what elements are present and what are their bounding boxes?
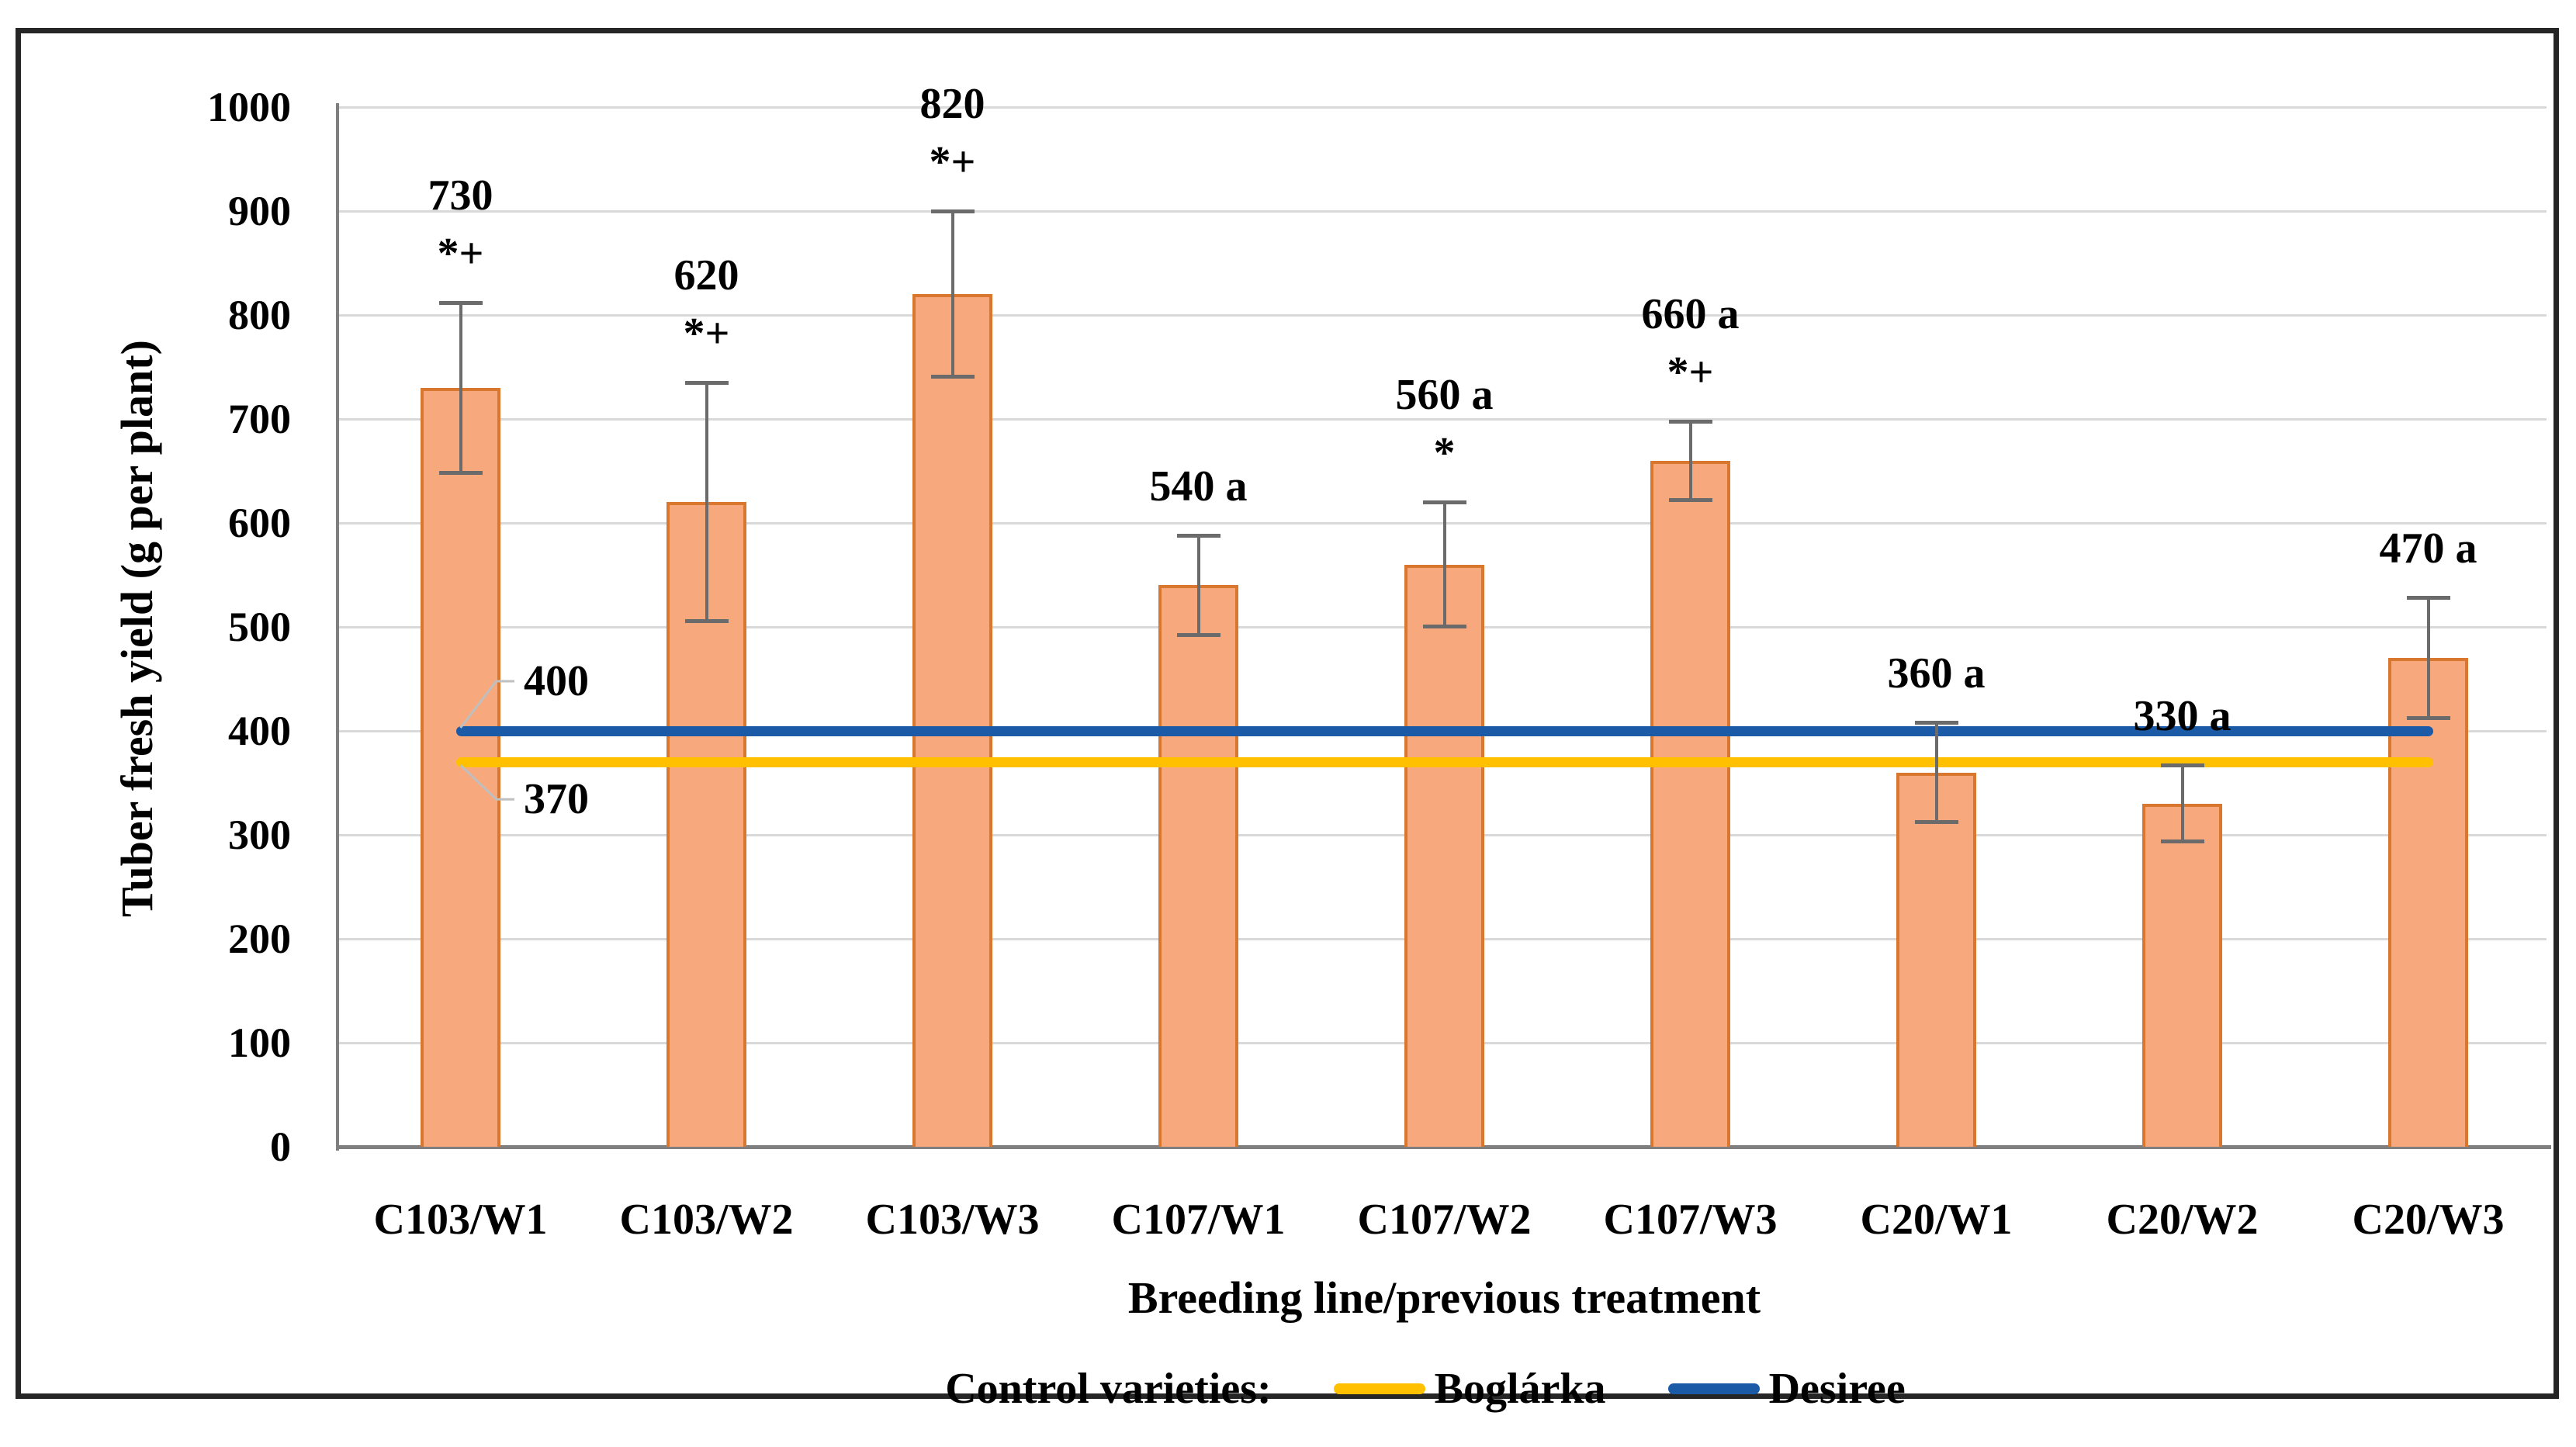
bar-annotation-C107/W1: 540 a	[1149, 462, 1248, 511]
legend-item-boglarka: Boglárka	[1333, 1364, 1606, 1414]
category-label-C107/W2: C107/W2	[1357, 1196, 1532, 1244]
bar-annotation-C107/W3: 660 a *+	[1641, 289, 1740, 396]
reference-line-label-Desiree: 400	[524, 657, 589, 705]
gridline-800	[338, 314, 2547, 317]
leader-line-Desiree	[459, 680, 514, 729]
error-bar-cap-bottom	[2160, 839, 2204, 844]
bar-C103/W3	[912, 294, 992, 1147]
gridline-600	[338, 522, 2547, 524]
bar-C20/W3	[2388, 658, 2468, 1147]
category-label-C103/W1: C103/W1	[373, 1196, 548, 1244]
category-label-C20/W3: C20/W3	[2352, 1196, 2505, 1244]
bar-C107/W3	[1650, 460, 1730, 1147]
gridline-700	[338, 418, 2547, 421]
x-axis-title: Breeding line/previous treatment	[1127, 1272, 1761, 1323]
bar-annotation-C103/W1: 730 *+	[428, 171, 493, 278]
error-bar-cap-top	[1176, 534, 1220, 538]
legend-item-desiree: Desiree	[1667, 1364, 1906, 1414]
bar-C107/W2	[1404, 564, 1484, 1147]
bar-C103/W2	[667, 502, 746, 1147]
error-bar-line	[950, 211, 954, 378]
category-label-C20/W1: C20/W1	[1860, 1196, 2013, 1244]
error-bar-cap-top	[1914, 721, 1958, 725]
error-bar-cap-bottom	[2406, 715, 2450, 720]
legend-title: Control varieties:	[945, 1365, 1272, 1413]
error-bar-line	[459, 302, 462, 473]
error-bar-cap-bottom	[1914, 819, 1958, 824]
error-bar-cap-bottom	[684, 619, 729, 624]
gridline-900	[338, 210, 2547, 213]
figure-page: { "chart_data": { "type": "bar", "title"…	[16, 28, 2559, 1413]
error-bar-cap-top	[438, 300, 483, 305]
reference-line-Desiree	[455, 726, 2433, 736]
bar-C20/W1	[1896, 772, 1976, 1147]
gridline-100	[338, 1042, 2547, 1044]
leader-lines-layer	[459, 680, 514, 801]
x-axis-line	[336, 1145, 2551, 1149]
bar-annotation-C20/W1: 360 a	[1887, 649, 1986, 698]
error-bar-cap-bottom	[930, 375, 975, 379]
y-axis-line	[336, 103, 339, 1151]
error-bar-line	[1688, 421, 1692, 500]
gridline-1000	[338, 106, 2547, 109]
bar-annotation-C107/W2: 560 a *	[1395, 371, 1494, 478]
category-label-C107/W1: C107/W1	[1111, 1196, 1286, 1244]
plot-area: 0 100 200 300 400 500 600 700 800 900 1000 730 *+ 620…	[21, 33, 2576, 1447]
gridline-400	[338, 730, 2547, 732]
error-bar-line	[2180, 765, 2184, 843]
error-bar-line	[1442, 502, 1446, 627]
category-label-C103/W3: C103/W3	[865, 1196, 1040, 1244]
legend-label-desiree: Desiree	[1768, 1365, 1906, 1413]
error-bar-cap-bottom	[1176, 632, 1220, 637]
error-bar-cap-top	[1668, 419, 1712, 424]
category-label-C20/W2: C20/W2	[2106, 1196, 2259, 1244]
error-bar-cap-bottom	[1668, 497, 1712, 502]
error-bar-cap-top	[930, 209, 975, 213]
category-label-C107/W3: C107/W3	[1603, 1196, 1778, 1244]
error-bar-cap-top	[2160, 763, 2204, 768]
error-bar-cap-bottom	[438, 470, 483, 475]
bar-annotation-C20/W2: 330 a	[2133, 692, 2231, 741]
desiree-line-swatch	[1667, 1383, 1760, 1394]
bar-annotation-C103/W2: 620 *+	[673, 251, 739, 358]
legend-label-boglarka: Boglárka	[1434, 1365, 1606, 1413]
gridline-300	[338, 834, 2547, 836]
error-bar-cap-top	[684, 381, 729, 386]
category-label-C103/W2: C103/W2	[619, 1196, 794, 1244]
error-bar-line	[705, 383, 708, 622]
boglarka-line-swatch	[1333, 1383, 1425, 1394]
bar-annotation-C20/W3: 470 a	[2379, 524, 2477, 573]
reference-line-Boglárka	[455, 757, 2433, 768]
gridline-500	[338, 626, 2547, 628]
y-axis-title: Tuber fresh yield (g per plant)	[112, 340, 162, 917]
legend: Control varieties: Boglárka Desiree	[254, 1356, 2576, 1421]
bar-annotation-C103/W3: 820 *+	[919, 80, 985, 186]
error-bar-cap-bottom	[1422, 625, 1466, 628]
error-bar-line	[2426, 597, 2430, 718]
error-bar-line	[1196, 535, 1200, 635]
bar-C107/W1	[1158, 585, 1238, 1147]
error-bar-cap-top	[2406, 596, 2450, 601]
chart-frame: 0 100 200 300 400 500 600 700 800 900 1000 730 *+ 620…	[16, 28, 2559, 1413]
bar-C20/W2	[2142, 803, 2222, 1147]
error-bar-line	[1934, 722, 1938, 822]
leader-line-Boglárka	[459, 764, 514, 801]
error-bar-cap-top	[1422, 500, 1466, 505]
reference-line-label-Boglárka: 370	[524, 775, 589, 824]
gridline-200	[338, 938, 2547, 940]
bar-C103/W1	[421, 387, 500, 1147]
